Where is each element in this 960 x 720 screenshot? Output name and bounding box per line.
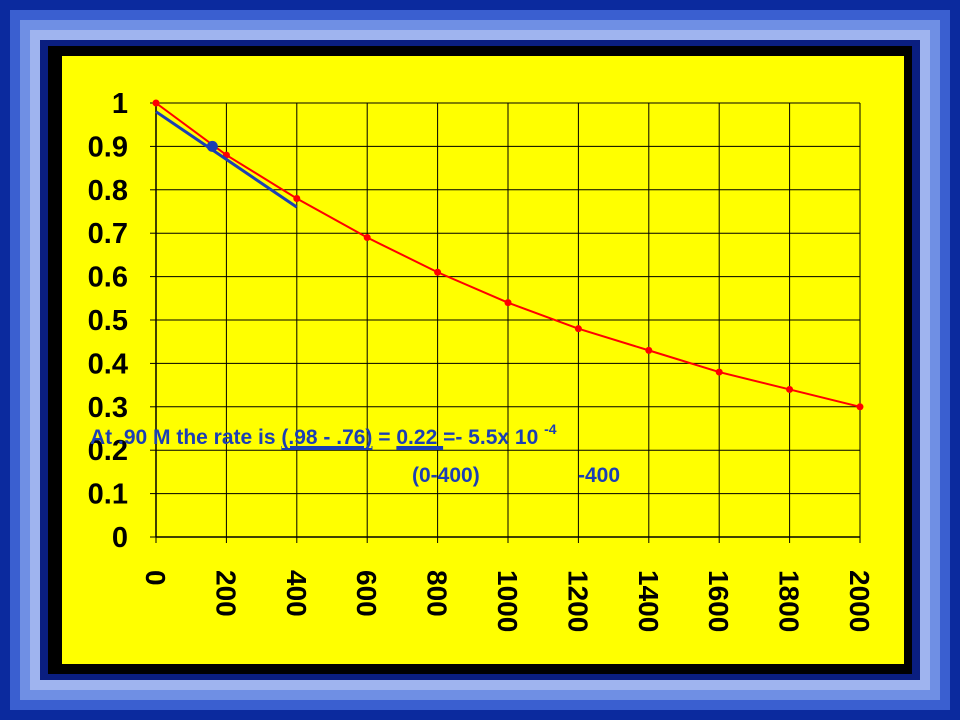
- x-tick-label: 1000: [492, 570, 523, 632]
- annotation-prefix: At .90 M the rate is: [90, 426, 281, 449]
- data-series: [152, 99, 864, 411]
- y-tick-label: 0.9: [88, 131, 128, 163]
- y-tick-label: 0.4: [88, 348, 128, 380]
- x-tick-label: 400: [281, 570, 312, 617]
- x-tick-label: 200: [210, 570, 241, 617]
- annotation-line2: (0-400) -400: [412, 464, 620, 487]
- data-point: [786, 385, 794, 393]
- tangent-group: [155, 110, 298, 209]
- data-point: [504, 299, 512, 307]
- y-tick-label: 0.3: [88, 392, 128, 424]
- x-tick-label: 0: [140, 570, 171, 586]
- y-tick-label: 0.8: [88, 175, 128, 207]
- y-tick-label: 0.6: [88, 262, 128, 294]
- axes: [150, 102, 861, 543]
- y-tick-label: 0.5: [88, 305, 128, 337]
- data-point: [363, 234, 371, 242]
- x-tick-labels: 0 200 400 600 800 1000 1200 1400 1600 1800 2000: [140, 570, 875, 632]
- x-tick-label: 1400: [633, 570, 664, 632]
- data-point: [645, 346, 653, 354]
- data-point: [293, 194, 301, 202]
- annotation-equals: =: [372, 426, 396, 449]
- y-tick-label: 0.7: [88, 218, 128, 250]
- tangent-line: [155, 110, 298, 209]
- x-tick-label: 1800: [774, 570, 805, 632]
- annotation-numerator: (.98 - .76): [281, 426, 372, 449]
- data-point: [715, 368, 723, 376]
- data-point: [856, 403, 864, 411]
- data-point: [574, 325, 582, 333]
- annotation-denominator: (0-400): [412, 464, 480, 487]
- x-tick-label: 600: [351, 570, 382, 617]
- y-tick-label: 0: [112, 522, 128, 554]
- x-tick-label: 800: [422, 570, 453, 617]
- data-point: [434, 268, 442, 276]
- x-tick-label: 2000: [844, 570, 875, 632]
- plot-background: [62, 56, 904, 664]
- annotation-exponent: -4: [544, 421, 557, 437]
- annotation-result: =- 5.5x 10: [443, 426, 544, 449]
- rate-annotation: At .90 M the rate is (.98 - .76) = 0.22 …: [90, 421, 620, 487]
- annotation-value: 0.22: [396, 426, 443, 449]
- y-tick-label: 0.1: [88, 479, 128, 511]
- grid-lines: [155, 102, 861, 538]
- y-tick-labels: 0 0.1 0.2 0.3 0.4 0.5 0.6 0.7 0.8 0.9 1: [88, 88, 128, 554]
- data-point: [152, 99, 160, 107]
- tangent-point: [206, 140, 218, 152]
- x-tick-label: 1200: [562, 570, 593, 632]
- y-tick-label: 0.2: [88, 435, 128, 467]
- annotation-denominator-value: -400: [578, 464, 620, 487]
- y-tick-label: 1: [112, 88, 128, 120]
- annotation-line1: At .90 M the rate is (.98 - .76) = 0.22 …: [90, 421, 557, 449]
- x-tick-label: 1600: [703, 570, 734, 632]
